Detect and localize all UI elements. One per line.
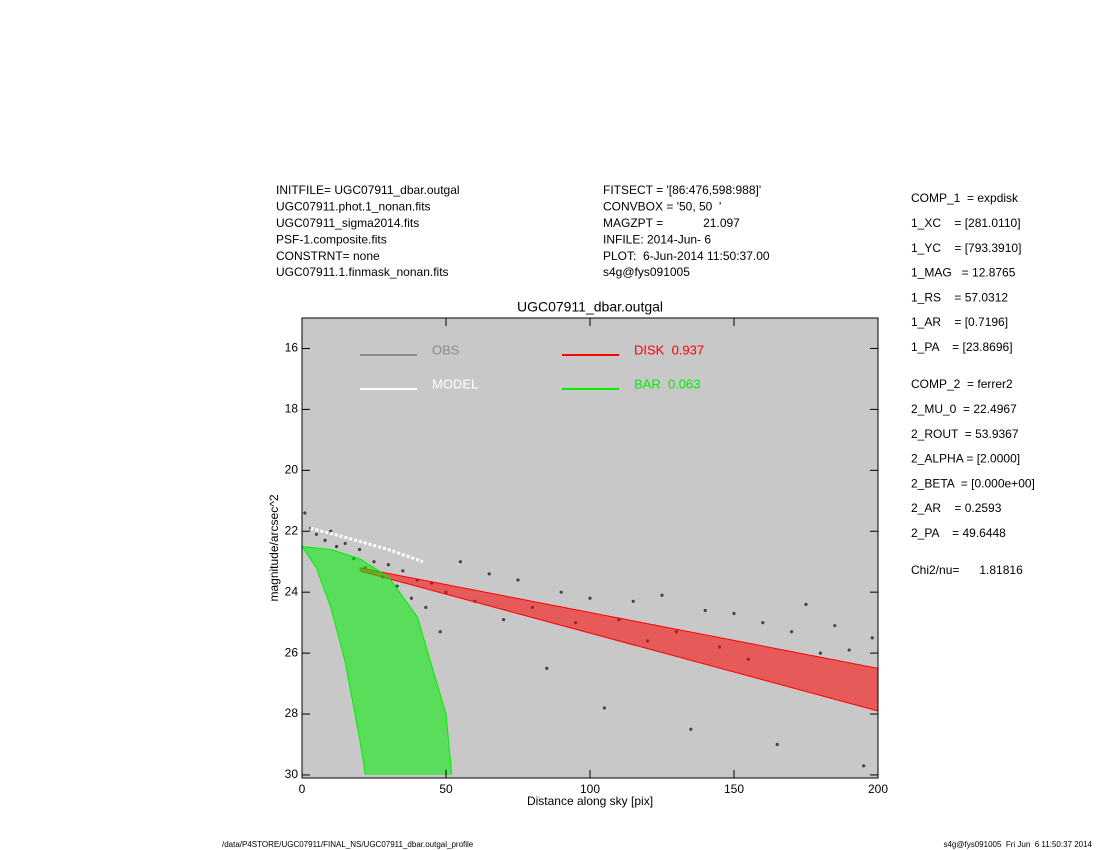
parameter-line: 1_XC = [281.0110] (911, 216, 1021, 230)
y-tick-label: 30 (285, 767, 299, 781)
obs-point (862, 764, 866, 768)
obs-point (516, 578, 520, 582)
x-tick-label: 100 (580, 782, 600, 796)
component-edge (302, 546, 366, 776)
y-tick-label: 24 (285, 584, 299, 598)
header-line: CONSTRNT= none (276, 249, 380, 263)
obs-point (602, 706, 607, 710)
obs-point (870, 636, 874, 640)
x-tick-label: 0 (299, 782, 306, 796)
component-band (302, 546, 452, 775)
parameter-line: 2_MU_0 = 22.4967 (911, 402, 1017, 416)
legend-label: BAR 0.063 (634, 376, 701, 391)
obs-point (458, 560, 462, 564)
obs-point (303, 511, 307, 515)
y-tick-label: 16 (285, 341, 299, 355)
header-line: UGC07911.phot.1_nonan.fits (276, 200, 431, 214)
obs-point (833, 624, 837, 628)
obs-point (358, 547, 362, 552)
header-line: UGC07911.1.finmask_nonan.fits (276, 265, 449, 279)
header-line: INITFILE= UGC07911_dbar.outgal (276, 183, 460, 197)
y-axis-label: magnitude/arcsec^2 (267, 494, 281, 601)
obs-point (545, 666, 549, 670)
legend-label: DISK 0.937 (634, 342, 704, 357)
legend-label: OBS (432, 342, 460, 357)
obs-point (818, 651, 823, 655)
parameter-line: 2_ALPHA = [2.0000] (911, 452, 1020, 466)
chart-title: UGC07911_dbar.outgal (517, 299, 663, 315)
plot-layer (302, 511, 878, 776)
parameter-line: 1_YC = [793.3910] (911, 241, 1021, 255)
x-axis-label: Distance along sky [pix] (527, 794, 653, 808)
obs-point (386, 563, 390, 567)
header-line: INFILE: 2014-Jun- 6 (603, 232, 711, 246)
header-line: UGC07911_sigma2014.fits (276, 216, 419, 230)
obs-point (588, 596, 592, 600)
obs-point (847, 648, 851, 652)
model-line (310, 526, 424, 564)
parameter-line: 1_MAG = 12.8765 (911, 266, 1016, 280)
obs-point (487, 572, 491, 576)
obs-point (631, 599, 635, 603)
obs-point (329, 529, 333, 533)
parameter-line: 2_BETA = [0.000e+00] (911, 476, 1035, 490)
y-tick-label: 20 (285, 462, 299, 476)
parameter-line: 1_PA = [23.8696] (911, 340, 1013, 354)
legend-label: MODEL (432, 376, 478, 391)
parameter-line: 1_AR = [0.7196] (911, 315, 1008, 329)
component-edge (359, 570, 878, 712)
obs-point (438, 630, 442, 634)
obs-point (804, 602, 808, 606)
y-tick-label: 18 (285, 402, 299, 416)
y-tick-label: 26 (285, 645, 299, 659)
header-line: PSF-1.composite.fits (276, 232, 387, 246)
obs-point (790, 630, 794, 634)
obs-point (732, 611, 736, 616)
parameter-line: 2_PA = 49.6448 (911, 526, 1006, 540)
obs-point (424, 605, 428, 610)
obs-point (343, 541, 347, 546)
header-line: PLOT: 6-Jun-2014 11:50:37.00 (603, 249, 770, 263)
obs-point (401, 569, 405, 573)
x-tick-label: 200 (868, 782, 888, 796)
obs-point (775, 742, 779, 747)
parameter-line: Chi2/nu= 1.81816 (911, 563, 1023, 577)
obs-point (409, 596, 414, 600)
y-tick-label: 28 (285, 706, 299, 720)
component-edge (359, 567, 878, 669)
parameter-line: COMP_2 = ferrer2 (911, 377, 1013, 391)
header-line: FITSECT = '[86:476,598:988]' (603, 183, 761, 197)
obs-point (689, 727, 693, 731)
x-tick-label: 50 (439, 782, 453, 796)
obs-point (314, 532, 318, 536)
parameter-line: COMP_1 = expdisk (911, 191, 1019, 205)
parameter-line: 2_AR = 0.2593 (911, 501, 1002, 515)
obs-point (334, 544, 339, 549)
parameter-line: 2_ROUT = 53.9367 (911, 427, 1019, 441)
header-line: s4g@fys091005 (603, 265, 690, 279)
obs-point (761, 621, 765, 625)
footer-path: /data/P4STORE/UGC07911/FINAL_NS/UGC07911… (222, 840, 474, 849)
obs-point (559, 590, 563, 594)
y-tick-label: 22 (285, 523, 299, 537)
obs-point (372, 560, 376, 564)
obs-point (323, 538, 327, 542)
obs-point (703, 608, 707, 613)
component-edge (302, 545, 453, 776)
parameter-line: 1_RS = 57.0312 (911, 290, 1008, 304)
component-band (359, 567, 878, 711)
footer-stamp: s4g@fys091005 Fri Jun 6 11:50:37 2014 (943, 840, 1092, 849)
header-line: MAGZPT = 21.097 (603, 216, 740, 230)
obs-point (660, 593, 664, 597)
obs-point (502, 617, 506, 622)
x-tick-label: 150 (724, 782, 744, 796)
header-line: CONVBOX = '50, 50 ' (603, 200, 721, 214)
